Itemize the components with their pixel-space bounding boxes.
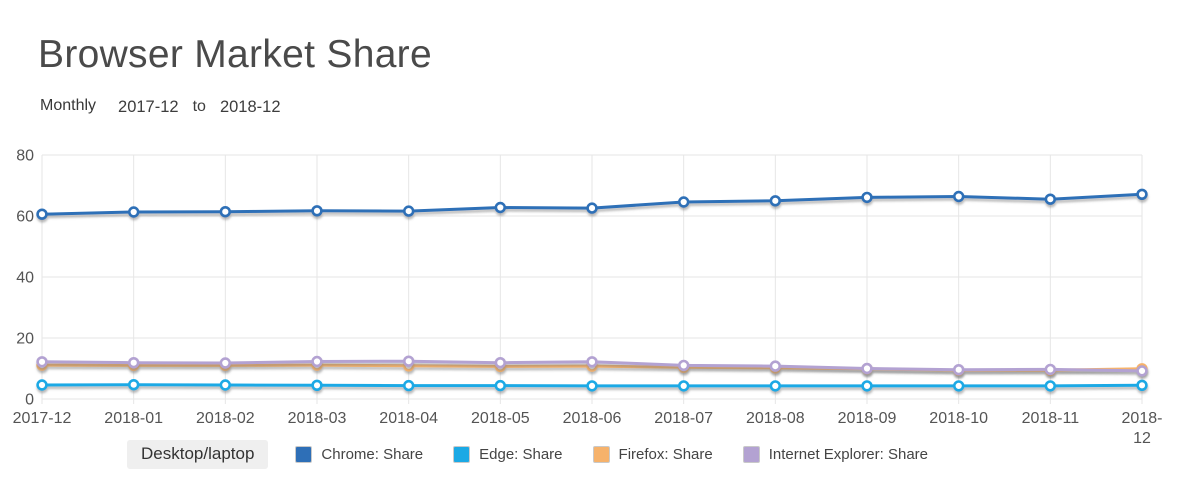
legend-label-chrome: Chrome: Share [321, 446, 424, 463]
data-point-edge [677, 380, 690, 392]
x-tick-label: 2017-12 [13, 410, 72, 427]
x-tick-label: 2018-10 [929, 410, 988, 427]
x-tick-label: 2018-08 [746, 410, 805, 427]
data-point-internet-explorer [1044, 363, 1057, 376]
data-point-chrome [677, 196, 690, 208]
data-point-internet-explorer [311, 355, 323, 368]
legend-item-chrome[interactable]: Chrome: Share [295, 446, 423, 463]
data-point-chrome [494, 201, 506, 214]
chart-subtitle: Monthly 2017-12 to 2018-12 [40, 96, 281, 116]
data-point-edge [861, 380, 873, 392]
data-point-chrome [219, 205, 232, 218]
series-internet-explorer [36, 355, 1148, 377]
data-point-internet-explorer [861, 362, 873, 375]
data-point-edge [1136, 379, 1148, 392]
y-tick-label: 60 [16, 209, 34, 226]
data-point-internet-explorer [1136, 365, 1148, 377]
legend-item-firefox[interactable]: Firefox: Share [592, 446, 713, 463]
data-point-internet-explorer [494, 357, 506, 369]
data-point-internet-explorer [769, 360, 781, 372]
data-point-chrome [36, 208, 48, 220]
y-tick-label: 40 [16, 270, 34, 287]
x-tick-label: 2018-02 [196, 410, 255, 427]
legend-swatch-firefox [592, 446, 610, 463]
data-point-internet-explorer [403, 355, 415, 367]
data-point-edge [1044, 380, 1057, 392]
date-from-select[interactable]: 2017-12 [118, 98, 179, 116]
data-point-chrome [1136, 188, 1148, 200]
data-point-chrome [952, 190, 965, 203]
data-point-edge [769, 380, 781, 392]
axis-labels: 0 20 40 60 80 2017-12 2018-01 2018-02 2018-03 201… [13, 148, 1163, 446]
date-range-connector: to [192, 98, 206, 115]
data-point-edge [494, 379, 506, 392]
data-point-chrome [311, 205, 323, 217]
legend-swatch-chrome [295, 446, 313, 463]
x-tick-label: 2018-11 [1022, 410, 1080, 427]
x-tick-label: 2018-05 [471, 410, 530, 427]
page-title: Browser Market Share [38, 33, 432, 76]
data-point-chrome [1044, 193, 1057, 205]
x-tick-label: 2018-01 [104, 410, 163, 427]
x-tick-label: 2018-03 [288, 410, 347, 427]
legend-swatch-edge [453, 446, 471, 463]
data-point-internet-explorer [677, 359, 690, 372]
x-tick-label: 2018-12 [1122, 410, 1163, 445]
legend-swatch-internet-explorer [742, 446, 760, 463]
data-point-chrome [128, 206, 140, 218]
data-point-edge [586, 380, 598, 392]
data-point-internet-explorer [219, 357, 232, 369]
data-point-internet-explorer [586, 356, 598, 368]
legend-label-internet-explorer: Internet Explorer: Share [768, 446, 929, 463]
legend-bar: Desktop/laptop Chrome: Share Edge: Share F… [127, 440, 958, 469]
y-tick-label: 0 [25, 392, 34, 409]
legend-item-edge[interactable]: Edge: Share [453, 446, 563, 463]
data-point-chrome [769, 195, 781, 207]
data-point-chrome [403, 205, 415, 217]
series-chrome [36, 188, 1148, 220]
x-tick-label: 2018-04 [379, 410, 438, 427]
legend-item-internet-explorer[interactable]: Internet Explorer: Share [742, 446, 929, 463]
data-point-edge [952, 380, 965, 392]
series-edge [36, 379, 1148, 392]
x-tick-label: 2018-06 [563, 410, 622, 427]
data-point-edge [311, 379, 323, 392]
data-point-edge [128, 379, 140, 391]
legend-label-edge: Edge: Share [479, 446, 563, 463]
date-to-select[interactable]: 2018-12 [219, 98, 281, 116]
data-point-edge [403, 379, 415, 392]
device-tab-desktop-laptop[interactable]: Desktop/laptop [127, 440, 269, 469]
data-point-internet-explorer [952, 364, 965, 376]
x-tick-label: 2018-07 [654, 410, 713, 427]
x-tick-label: 2018-09 [838, 410, 897, 427]
legend-items: Chrome: Share Edge: Share Firefox: Share In… [295, 446, 958, 463]
data-point-edge [219, 379, 232, 391]
y-tick-label: 20 [16, 331, 34, 348]
granularity-label: Monthly [40, 97, 97, 114]
data-point-edge [36, 379, 48, 391]
y-tick-label: 80 [16, 148, 34, 165]
data-point-internet-explorer [128, 357, 140, 369]
series-layer [36, 188, 1148, 392]
data-point-chrome [861, 191, 873, 204]
data-point-internet-explorer [36, 356, 48, 368]
legend-label-firefox: Firefox: Share [618, 446, 713, 463]
data-point-chrome [586, 202, 598, 214]
line-chart: 0 20 40 60 80 2017-12 2018-01 2018-02 2018-03 201… [13, 148, 1163, 446]
